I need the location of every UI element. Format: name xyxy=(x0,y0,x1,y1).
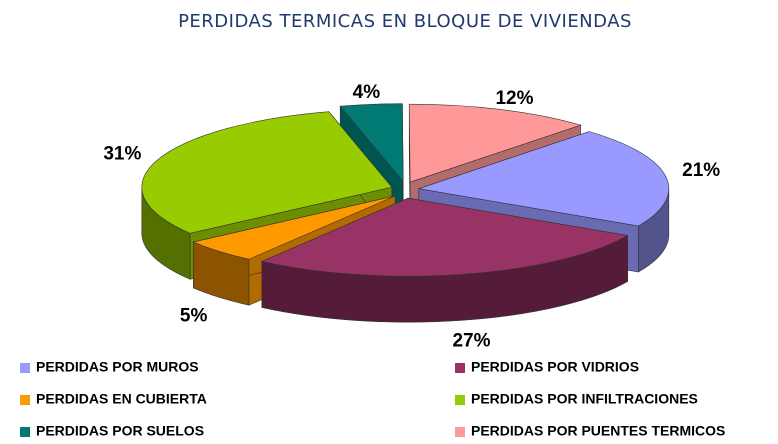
legend-label: PERDIDAS POR PUENTES TERMICOS xyxy=(471,423,725,439)
slice-top xyxy=(418,131,670,227)
data-label: 12% xyxy=(495,88,533,109)
slice-top xyxy=(339,103,404,183)
slice-top xyxy=(192,195,396,260)
legend-label: PERDIDAS POR INFILTRACIONES xyxy=(471,391,698,407)
legend-label: PERDIDAS POR SUELOS xyxy=(36,423,204,439)
data-label: 21% xyxy=(682,160,720,181)
legend-label: PERDIDAS POR VIDRIOS xyxy=(471,359,639,375)
legend-swatch xyxy=(20,395,30,405)
data-label: 5% xyxy=(180,305,208,326)
legend-swatch xyxy=(455,427,465,437)
chart-title: PERDIDAS TERMICAS EN BLOQUE DE VIVIENDAS xyxy=(178,11,632,32)
slice-top xyxy=(141,111,393,234)
legend-label: PERDIDAS EN CUBIERTA xyxy=(36,391,207,407)
legend-swatch xyxy=(20,363,30,373)
slice xyxy=(260,197,629,323)
legend-swatch xyxy=(455,395,465,405)
legend-swatch xyxy=(20,427,30,437)
data-label: 4% xyxy=(353,82,381,103)
data-label: 27% xyxy=(452,330,490,351)
slice-top xyxy=(260,197,629,277)
legend-label: PERDIDAS POR MUROS xyxy=(36,359,199,375)
data-label: 31% xyxy=(103,144,141,165)
legend-swatch xyxy=(455,363,465,373)
slice-top xyxy=(408,103,582,183)
